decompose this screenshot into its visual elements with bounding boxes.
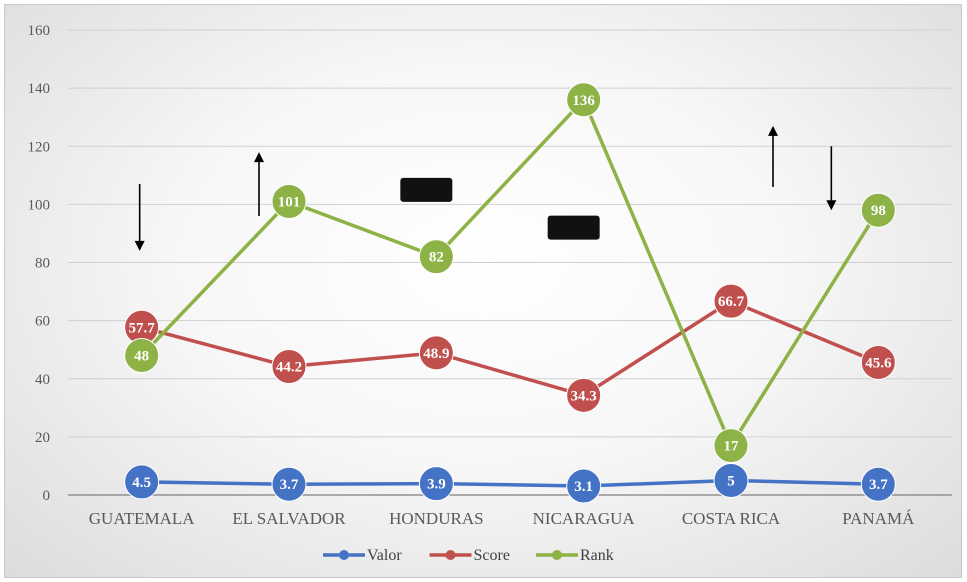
- data-point-valor: [566, 468, 602, 504]
- data-label-rank: 136: [572, 93, 595, 109]
- redaction-block: [400, 177, 453, 202]
- data-label-valor: 3.7: [869, 477, 888, 493]
- x-tick-label: NICARAGUA: [533, 509, 636, 528]
- data-point-valor: [418, 466, 454, 502]
- y-tick-label: 120: [28, 139, 51, 155]
- data-point-valor: [271, 466, 307, 502]
- legend-marker-score: [445, 550, 456, 560]
- series-line-valor: [141, 478, 879, 488]
- data-label-rank: 98: [871, 203, 886, 219]
- x-tick-label: HONDURAS: [389, 509, 483, 528]
- data-point-rank: [271, 183, 307, 219]
- x-tick-label: EL SALVADOR: [232, 509, 346, 528]
- data-point-rank: [124, 338, 160, 373]
- data-point-valor: [124, 464, 160, 500]
- data-label-score: 34.3: [571, 388, 597, 404]
- data-label-score: 44.2: [276, 360, 302, 376]
- redaction-block: [547, 215, 600, 240]
- data-label-valor: 3.1: [574, 479, 593, 495]
- data-label-valor: 4.5: [132, 475, 151, 491]
- legend-marker-rank: [552, 550, 562, 560]
- arrow-down-head: [826, 200, 837, 211]
- y-tick-label: 60: [35, 314, 50, 330]
- data-point-rank: [418, 239, 454, 275]
- data-point-score: [713, 283, 749, 319]
- data-label-score: 45.6: [865, 355, 892, 371]
- y-tick-label: 20: [35, 430, 50, 446]
- data-point-rank: [713, 428, 749, 464]
- arrow-down-head: [134, 240, 145, 251]
- legend-marker-valor: [339, 550, 349, 560]
- y-tick-label: 160: [28, 23, 51, 39]
- data-label-rank: 48: [134, 349, 149, 365]
- x-tick-label: PANAMÁ: [842, 509, 915, 528]
- data-point-score: [860, 344, 896, 380]
- data-point-rank: [566, 82, 602, 118]
- data-point-rank: [860, 192, 896, 228]
- x-tick-label: GUATEMALA: [89, 509, 195, 528]
- data-label-score: 66.7: [718, 294, 745, 310]
- data-label-valor: 5: [727, 473, 735, 489]
- data-label-score: 57.7: [129, 320, 156, 336]
- data-label-score: 48.9: [423, 346, 449, 362]
- x-tick-label: COSTA RICA: [682, 509, 781, 528]
- data-label-rank: 82: [429, 250, 444, 266]
- arrow-up-head: [768, 125, 778, 136]
- data-label-valor: 3.7: [280, 477, 299, 493]
- data-point-score: [418, 335, 454, 371]
- y-tick-label: 0: [43, 488, 51, 504]
- series-line-rank: [140, 98, 880, 448]
- data-label-valor: 3.9: [427, 477, 446, 493]
- y-tick-label: 80: [35, 256, 50, 272]
- legend-label-rank: Rank: [580, 547, 614, 564]
- y-tick-label: 140: [28, 81, 51, 97]
- data-label-rank: 101: [278, 194, 301, 210]
- data-label-rank: 17: [724, 439, 740, 455]
- arrow-up-head: [254, 152, 264, 163]
- data-point-valor: [860, 466, 896, 502]
- data-point-score: [271, 349, 307, 385]
- y-tick-label: 100: [28, 197, 51, 213]
- legend-label-score: Score: [474, 547, 510, 564]
- data-point-score: [566, 377, 602, 413]
- data-point-valor: [713, 462, 749, 498]
- y-tick-label: 40: [35, 372, 50, 388]
- legend-label-valor: Valor: [367, 547, 402, 564]
- series-line-score: [141, 299, 880, 398]
